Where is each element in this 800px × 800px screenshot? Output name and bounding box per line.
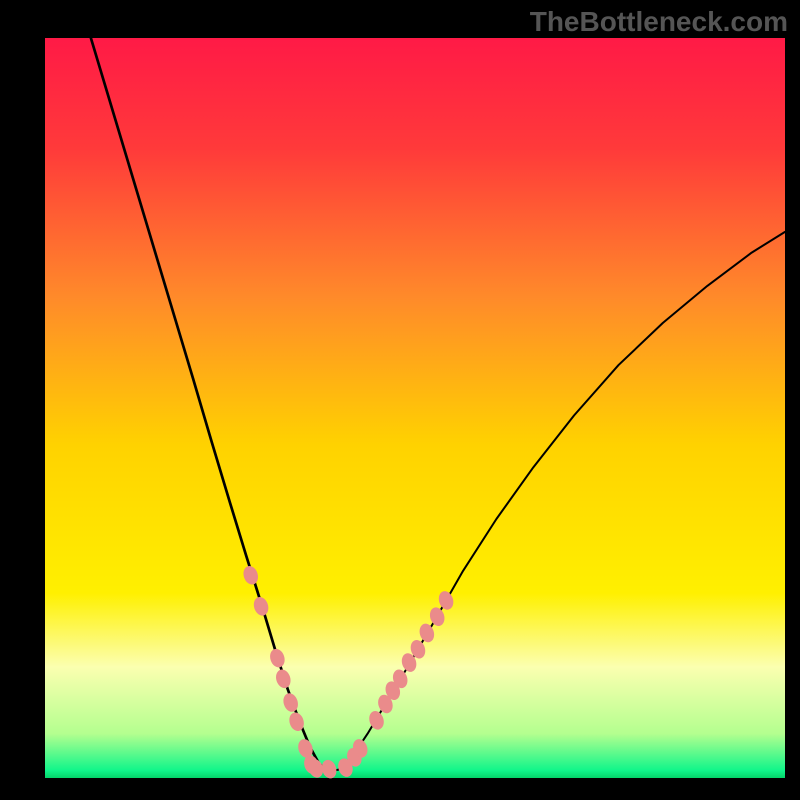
right-curve — [334, 232, 785, 771]
marker-group — [241, 564, 456, 780]
chart-svg — [0, 0, 800, 800]
data-marker — [417, 622, 436, 644]
watermark-label: TheBottleneck.com — [530, 6, 788, 38]
data-marker — [274, 668, 293, 690]
data-marker — [428, 605, 447, 627]
chart-stage: TheBottleneck.com — [0, 0, 800, 800]
data-marker — [320, 758, 339, 780]
data-marker — [268, 647, 287, 669]
data-marker — [241, 564, 260, 586]
data-marker — [281, 691, 300, 713]
data-marker — [251, 595, 270, 617]
data-marker — [436, 589, 455, 611]
left-curve — [91, 38, 334, 771]
